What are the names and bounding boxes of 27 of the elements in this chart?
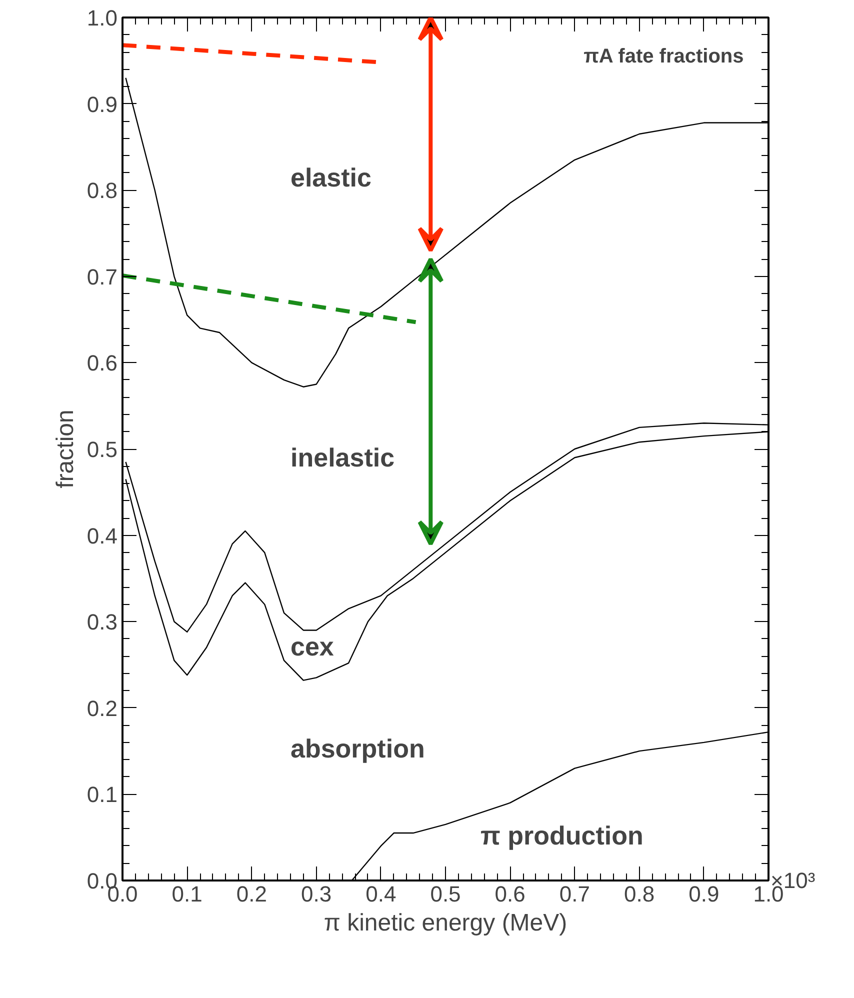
x-axis-title: π kinetic energy (MeV) <box>324 910 568 936</box>
x-tick-label: 0.2 <box>236 882 267 906</box>
y-axis-title: fraction <box>52 410 79 488</box>
x-tick-label: 0.9 <box>688 882 720 906</box>
y-tick-label: 0.8 <box>86 178 118 204</box>
x-tick-label: 0.1 <box>172 882 202 906</box>
x-tick-label: 0.8 <box>624 882 655 906</box>
x-tick-label: 0.4 <box>366 882 396 906</box>
annotation: cex <box>290 632 334 662</box>
annotation: absorption <box>290 734 425 764</box>
x-tick-label: 0.5 <box>430 882 461 906</box>
y-tick-label: 0.9 <box>86 92 118 117</box>
y-tick-label: 1.0 <box>86 6 118 30</box>
y-tick-label: 0.5 <box>86 437 118 462</box>
y-tick-label: 0.7 <box>86 264 118 290</box>
annotation: π production <box>480 820 644 850</box>
annotation: elastic <box>290 162 372 192</box>
y-tick-label: 0.3 <box>86 610 118 635</box>
annotation: inelastic <box>290 442 395 472</box>
y-tick-label: 0.2 <box>86 696 118 721</box>
y-tick-label: 0.6 <box>86 350 118 376</box>
text: πA fate fractions <box>584 46 744 68</box>
y-tick-label: 0.1 <box>86 782 118 808</box>
x-tick-label: 0.3 <box>301 882 332 906</box>
x-tick-label: 0.6 <box>494 882 526 906</box>
y-tick-label: 0.4 <box>86 523 118 548</box>
x-tick-label: 0.7 <box>559 882 590 906</box>
